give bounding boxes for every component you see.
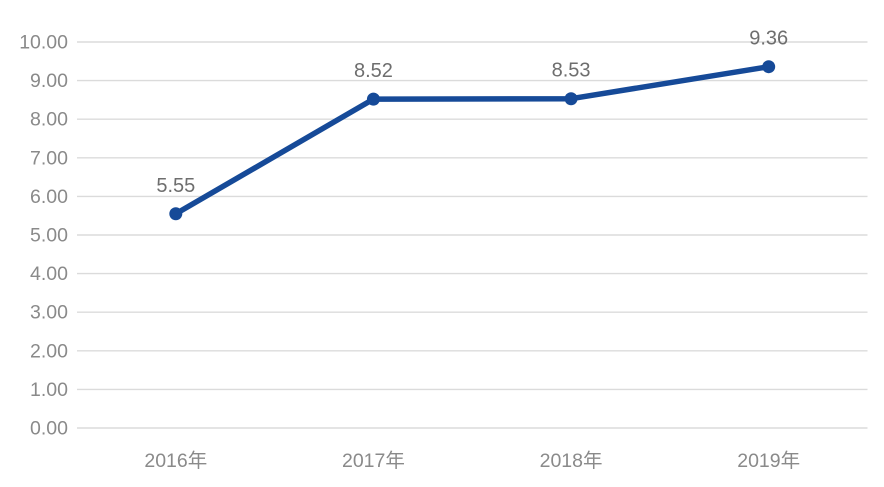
x-axis-category-labels: 2016年 2017年 2018年 2019年 (144, 450, 800, 472)
y-tick-label: 5.00 (30, 225, 68, 247)
x-axis-label: 2018年 (540, 450, 603, 472)
x-axis-label: 2016年 (144, 450, 207, 472)
y-tick-label: 9.00 (30, 70, 68, 92)
data-point-marker (169, 207, 183, 221)
y-tick-label: 8.00 (30, 109, 68, 131)
data-point-label: 8.52 (354, 60, 393, 82)
y-tick-label: 10.00 (19, 32, 68, 54)
y-tick-label: 1.00 (30, 379, 68, 401)
data-point-label: 8.53 (552, 60, 591, 82)
y-axis-tick-labels: 0.00 1.00 2.00 3.00 4.00 5.00 6.00 7.00 8.00 9.00… (19, 32, 68, 440)
y-tick-label: 7.00 (30, 147, 68, 169)
data-point-marker (762, 60, 776, 74)
data-point-label: 5.55 (156, 175, 195, 197)
data-point-labels: 5.55 8.52 8.53 9.36 (156, 28, 788, 197)
data-point-label: 9.36 (749, 28, 788, 50)
y-tick-label: 2.00 (30, 340, 68, 362)
data-point-marker (564, 92, 578, 106)
y-tick-label: 6.00 (30, 186, 68, 208)
data-series-group (169, 60, 776, 221)
x-axis-label: 2019年 (737, 450, 800, 472)
y-tick-label: 3.00 (30, 302, 68, 324)
y-tick-label: 4.00 (30, 263, 68, 285)
series-line (173, 63, 772, 217)
data-point-marker (366, 92, 380, 106)
y-tick-label: 0.00 (30, 418, 68, 440)
x-axis-label: 2017年 (342, 450, 405, 472)
